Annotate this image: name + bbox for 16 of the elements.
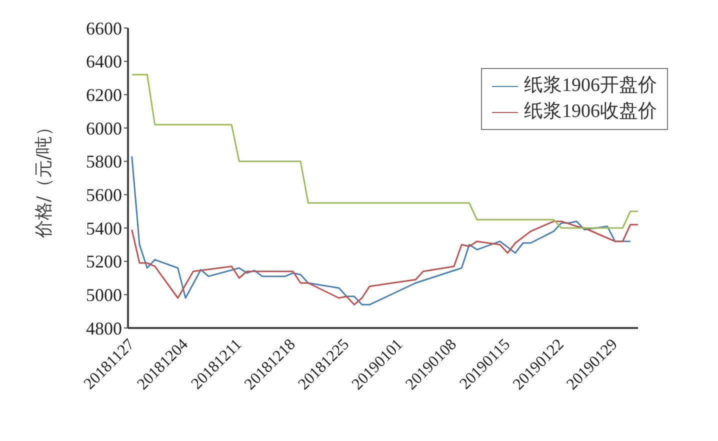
y-tick-label: 6000 — [86, 118, 122, 138]
y-tick-label: 6200 — [86, 85, 122, 106]
y-tick-label: 5000 — [86, 285, 122, 306]
legend-label: 纸浆1906收盘价 — [524, 100, 657, 124]
legend-label: 纸浆1906开盘价 — [524, 74, 657, 98]
y-tick-label: 6600 — [86, 18, 122, 38]
line-series — [131, 74, 638, 229]
line-series — [131, 156, 632, 306]
y-axis-title: 价格/（元/吨） — [33, 118, 54, 240]
y-tick-label: 5200 — [86, 252, 122, 272]
y-tick-label: 4800 — [86, 318, 122, 338]
line-series — [131, 220, 638, 306]
y-tick-label: 5600 — [86, 185, 122, 206]
y-tick-label: 5400 — [86, 218, 122, 238]
y-tick-label: 6400 — [86, 52, 122, 72]
y-tick-label: 5800 — [86, 152, 122, 172]
